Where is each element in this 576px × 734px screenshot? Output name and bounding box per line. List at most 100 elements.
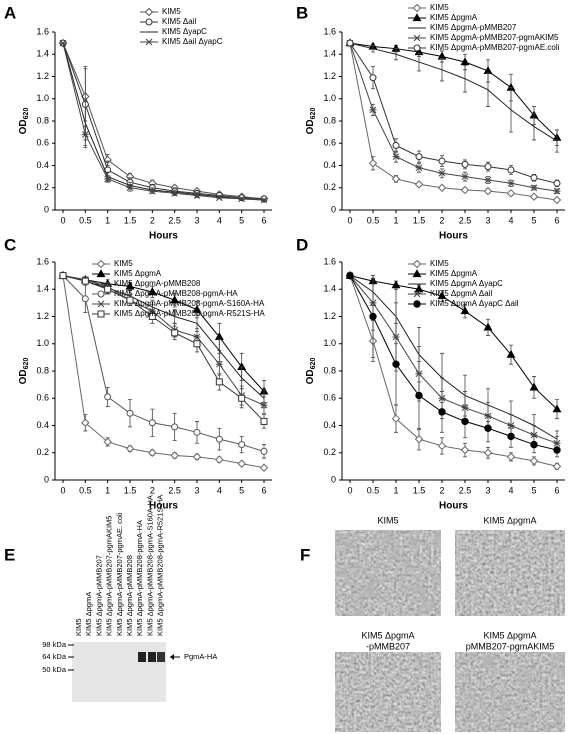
legend-marker xyxy=(96,259,106,269)
marker xyxy=(238,394,246,402)
x-tick-label: 4 xyxy=(217,485,222,495)
marker xyxy=(461,173,469,180)
band xyxy=(157,652,165,662)
marker xyxy=(170,451,179,460)
x-tick-label: 2 xyxy=(150,485,155,495)
ladder-label: 98 kDa xyxy=(42,640,67,649)
marker xyxy=(484,176,492,184)
y-tick-label: 1.4 xyxy=(36,49,49,59)
marker xyxy=(414,434,424,444)
lane-label: KIM5 ΔpgmA xyxy=(84,592,93,636)
lane-label: KIM5 xyxy=(74,618,83,636)
y-axis-label-main: OD xyxy=(305,119,316,134)
micrograph-caption: KIM5 xyxy=(377,515,398,525)
y-tick-label: 0.2 xyxy=(36,182,49,192)
x-tick-label: 1 xyxy=(393,485,398,495)
marker xyxy=(529,192,539,201)
x-tick-label: 1 xyxy=(105,215,110,225)
marker xyxy=(215,378,223,386)
marker xyxy=(260,447,268,455)
marker xyxy=(391,414,401,423)
series-line xyxy=(349,275,558,451)
marker xyxy=(369,106,377,114)
y-tick-label: 0 xyxy=(331,204,336,214)
legend-label: KIM5 ΔpgmA xyxy=(430,269,478,278)
marker xyxy=(192,452,202,462)
micrographs xyxy=(335,530,565,732)
band xyxy=(148,652,156,662)
lane-label: KIM5 ΔpgmA-pMMB207-pgmAKIM5 xyxy=(105,516,114,636)
lane-label: KIM5 ΔpgmA-pMMB208 xyxy=(125,555,134,636)
y-tick-label: 1.4 xyxy=(323,284,336,294)
x-tick-label: 6 xyxy=(554,215,559,225)
legend-label: KIM5 ΔyapC xyxy=(162,27,207,36)
y-tick-label: 0.4 xyxy=(36,160,49,170)
y-tick-label: 1.0 xyxy=(36,93,49,103)
marker xyxy=(238,195,246,203)
marker xyxy=(81,418,90,427)
marker xyxy=(484,424,492,432)
marker xyxy=(484,163,492,171)
series-line xyxy=(349,42,558,184)
marker xyxy=(552,404,562,413)
marker xyxy=(148,419,156,427)
cell-clumps xyxy=(455,652,565,732)
marker xyxy=(125,444,135,453)
marker xyxy=(460,185,470,195)
panel-label: C xyxy=(4,235,16,254)
x-tick-label: 1.5 xyxy=(413,485,426,495)
x-axis-label: Hours xyxy=(439,231,468,242)
marker xyxy=(126,184,134,192)
legend-marker xyxy=(97,290,105,298)
x-tick-label: 0 xyxy=(60,485,65,495)
legend-label: KIM5 ΔpgmA xyxy=(430,13,478,22)
marker xyxy=(506,452,516,462)
marker xyxy=(260,417,268,425)
y-axis-label-subscript: 620 xyxy=(310,108,317,120)
y-tick-label: 0.4 xyxy=(323,420,336,430)
y-tick-label: 1.6 xyxy=(36,256,49,266)
legend-label: KIM5 Δail xyxy=(162,17,196,26)
y-tick-label: 0 xyxy=(44,474,49,484)
x-tick-label: 2.5 xyxy=(168,485,181,495)
marker xyxy=(415,153,423,161)
x-axis-label: Hours xyxy=(439,501,468,512)
marker xyxy=(369,74,377,82)
legend-marker xyxy=(97,310,105,318)
x-tick-label: 3 xyxy=(485,485,490,495)
series-line xyxy=(62,43,265,201)
marker xyxy=(461,160,469,168)
micrograph-caption: KIM5 ΔpgmA xyxy=(483,515,536,525)
marker xyxy=(237,459,246,468)
marker xyxy=(460,306,470,315)
legend-marker xyxy=(144,7,154,17)
marker xyxy=(369,312,377,321)
x-tick-label: 6 xyxy=(261,485,266,495)
x-tick-label: 0 xyxy=(347,485,352,495)
marker xyxy=(506,349,516,358)
y-tick-label: 1.6 xyxy=(323,256,336,266)
marker xyxy=(392,141,400,149)
y-tick-label: 1.4 xyxy=(36,284,49,294)
micrograph-caption: -pMMB207 xyxy=(366,641,410,651)
legend-label: KIM5 ΔpgmA-pMMB207 xyxy=(430,23,517,32)
marker xyxy=(346,39,354,47)
marker xyxy=(392,153,400,160)
marker xyxy=(81,295,89,303)
y-tick-label: 1.2 xyxy=(323,71,336,81)
marker xyxy=(507,166,515,174)
legend-label: KIM5 ΔpgmA-pMMB207-pgmAKIM5 xyxy=(430,33,559,42)
panel-label: E xyxy=(4,545,15,564)
x-tick-label: 0.5 xyxy=(79,215,92,225)
x-tick-label: 0 xyxy=(60,215,65,225)
x-tick-label: 6 xyxy=(554,485,559,495)
series-line xyxy=(62,42,265,201)
x-tick-label: 6 xyxy=(261,215,266,225)
marker xyxy=(461,417,469,426)
y-tick-label: 1.6 xyxy=(36,26,49,36)
y-tick-label: 1.2 xyxy=(36,311,49,321)
x-tick-label: 4 xyxy=(508,215,513,225)
marker xyxy=(483,448,493,457)
marker xyxy=(507,432,515,441)
marker xyxy=(104,175,112,183)
